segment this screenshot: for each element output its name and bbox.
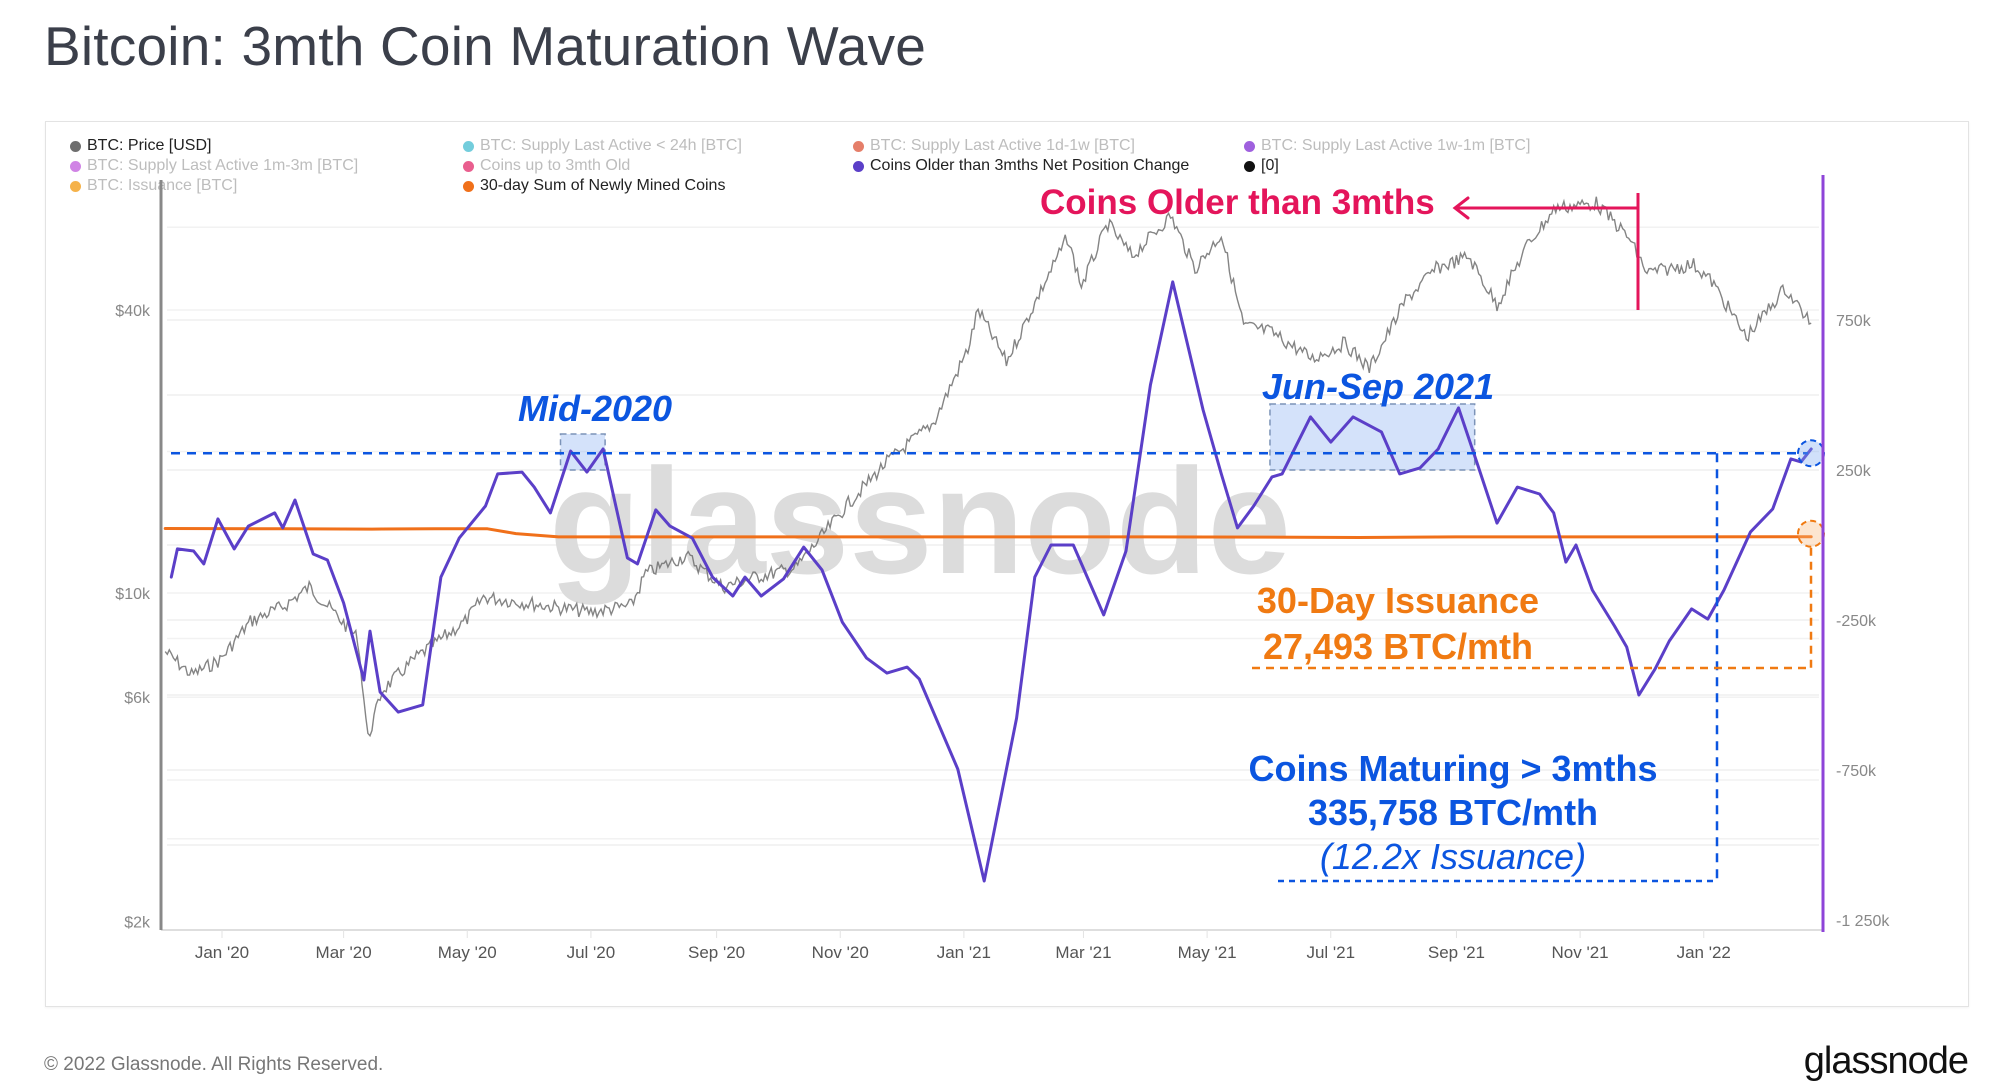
legend-label: [0]: [1261, 157, 1279, 174]
maturing-label: Coins Maturing > 3mths: [1248, 748, 1658, 789]
legend-label: Coins up to 3mth Old: [480, 157, 631, 174]
x-tick-label: Mar '21: [1055, 943, 1111, 962]
end-marker-issuance: [1797, 519, 1825, 548]
y-right-tick-label: -1 250k: [1836, 913, 1890, 930]
legend-dot-icon: [853, 140, 864, 152]
x-tick-label: May '20: [438, 943, 497, 962]
annotation-coins-older: Coins Older than 3mths: [1040, 183, 1435, 222]
legend-dot-icon: [1244, 140, 1255, 152]
annotation-mid-2020: Mid-2020: [518, 388, 673, 429]
annotation-maturing: Coins Maturing > 3mths 335,758 BTC/mth (…: [1238, 748, 1668, 878]
x-tick-label: Jul '20: [567, 943, 616, 962]
maturing-ratio: (12.2x Issuance): [1319, 836, 1587, 877]
y-right-tick-label: -750k: [1836, 763, 1877, 780]
maturing-value: 335,758 BTC/mth: [1307, 792, 1599, 833]
legend-item-coins-up-to-3mth[interactable]: Coins up to 3mth Old: [463, 156, 630, 176]
arrow-left-icon: [1452, 196, 1470, 220]
legend-item-coins-older-3mths[interactable]: Coins Older than 3mths Net Position Chan…: [853, 156, 1189, 176]
reference-lines: [171, 193, 1825, 883]
legend-label: BTC: Supply Last Active < 24h [BTC]: [480, 137, 742, 154]
watermark: glassnode: [549, 437, 1291, 605]
series-layer: [163, 196, 1813, 883]
y-left-tick-label: $2k: [124, 914, 151, 931]
legend-label: 30-day Sum of Newly Mined Coins: [480, 177, 726, 194]
legend-item-supply-1w-1m[interactable]: BTC: Supply Last Active 1w-1m [BTC]: [1244, 136, 1530, 156]
x-tick-label: Mar '20: [316, 943, 372, 962]
legend-item-supply-1m-3m[interactable]: BTC: Supply Last Active 1m-3m [BTC]: [70, 156, 358, 176]
y-left-tick-label: $6k: [124, 690, 151, 707]
legend-item-zero[interactable]: [0]: [1244, 156, 1279, 176]
issuance-value: 27,493 BTC/mth: [1262, 626, 1534, 667]
legend-label: BTC: Supply Last Active 1d-1w [BTC]: [870, 137, 1135, 154]
x-tick-label: May '21: [1178, 943, 1237, 962]
x-tick-label: Sep '20: [688, 943, 745, 962]
grid-lines: [167, 226, 1819, 846]
y-right-tick-label: 250k: [1836, 463, 1872, 480]
x-tick-label: Sep '21: [1428, 943, 1485, 962]
issuance-label: 30-Day Issuance: [1256, 580, 1540, 621]
highlight-box-jun-sep-2021: [1269, 403, 1476, 471]
legend-label: Coins Older than 3mths Net Position Chan…: [870, 157, 1190, 174]
legend-dot-icon: [463, 160, 474, 172]
glassnode-logo[interactable]: glassnode: [1803, 1040, 1969, 1082]
x-tick-label: Jan '20: [195, 943, 249, 962]
legend-item-supply-24h[interactable]: BTC: Supply Last Active < 24h [BTC]: [463, 136, 742, 156]
x-tick-label: Jan '22: [1677, 943, 1731, 962]
legend-label: BTC: Supply Last Active 1w-1m [BTC]: [1261, 137, 1531, 154]
issuance-line: [163, 527, 1813, 539]
price-line: [164, 196, 1812, 738]
y-left-tick-label: $40k: [115, 303, 151, 320]
page-title: Bitcoin: 3mth Coin Maturation Wave: [44, 15, 927, 77]
legend-dot-icon: [70, 140, 81, 152]
y-left-tick-label: $10k: [115, 586, 151, 603]
annotation-jun-sep-2021: Jun-Sep 2021: [1262, 366, 1495, 407]
legend-dot-icon: [853, 160, 864, 172]
legend-item-supply-1d-1w[interactable]: BTC: Supply Last Active 1d-1w [BTC]: [853, 136, 1135, 156]
net-position-line: [169, 280, 1813, 883]
x-tick-label: Jul '21: [1306, 943, 1355, 962]
legend-dot-icon: [1244, 160, 1255, 172]
chart-legend: BTC: Price [USD] BTC: Supply Last Active…: [70, 136, 1670, 202]
x-tick-label: Nov '21: [1552, 943, 1609, 962]
legend-dot-icon: [70, 180, 81, 192]
legend-item-30day-sum[interactable]: 30-day Sum of Newly Mined Coins: [463, 176, 725, 196]
annotation-issuance: 30-Day Issuance 27,493 BTC/mth: [1248, 580, 1548, 668]
y-right-tick-label: -250k: [1836, 613, 1877, 630]
legend-item-price[interactable]: BTC: Price [USD]: [70, 136, 211, 156]
legend-label: BTC: Price [USD]: [87, 137, 212, 154]
y-right-tick-label: 750k: [1836, 313, 1872, 330]
x-tick-label: Jan '21: [937, 943, 991, 962]
end-marker-net-position: [1797, 439, 1825, 468]
legend-dot-icon: [463, 140, 474, 152]
footer-copyright: © 2022 Glassnode. All Rights Reserved.: [44, 1054, 384, 1075]
legend-dot-icon: [70, 160, 81, 172]
legend-label: BTC: Supply Last Active 1m-3m [BTC]: [87, 157, 359, 174]
legend-dot-icon: [463, 180, 474, 192]
x-tick-label: Nov '20: [812, 943, 869, 962]
axes: Jan '20 Mar '20 May '20 Jul '20 Sep '20 Nov '…: [115, 175, 1890, 962]
